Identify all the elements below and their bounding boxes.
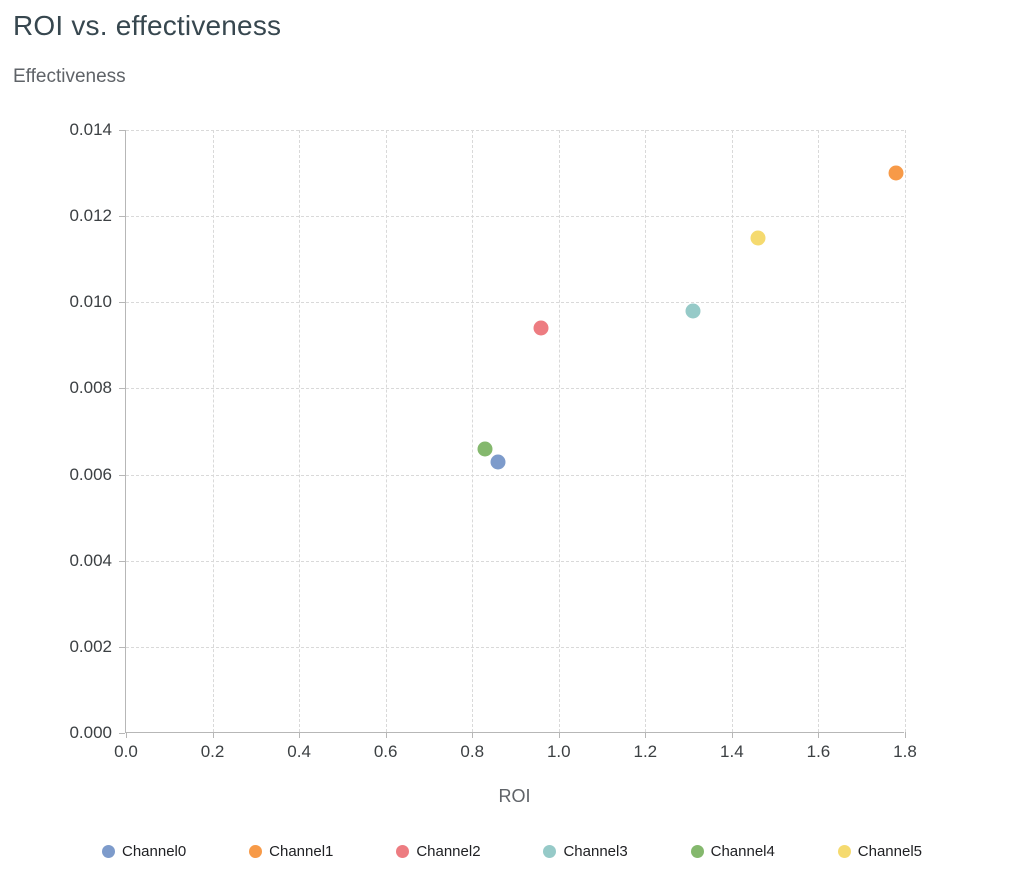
- y-tick-label: 0.014: [69, 120, 112, 139]
- y-axis-title: Effectiveness: [13, 66, 126, 87]
- x-tick-mark: [558, 732, 560, 738]
- x-tick-mark: [905, 732, 906, 738]
- y-tick-label: 0.012: [69, 206, 112, 226]
- x-axis-title: ROI: [498, 786, 531, 806]
- data-point-channel1[interactable]: [888, 165, 904, 181]
- x-tick-mark: [645, 732, 647, 738]
- x-tick-mark: [731, 732, 733, 738]
- legend-item-channel5[interactable]: Channel5: [837, 843, 922, 860]
- legend-label: Channel1: [269, 843, 334, 860]
- legend: Channel0 Channel1 Channel2 Channel3 Channel4…: [0, 843, 1024, 860]
- y-tick-label: 0.000: [69, 723, 112, 742]
- x-tick-mark: [472, 732, 474, 738]
- legend-label: Channel0: [122, 843, 187, 860]
- x-tick-label: 1.2: [633, 742, 658, 761]
- x-gridline: [472, 130, 474, 732]
- x-gridline: [299, 130, 301, 732]
- y-tick-mark: [119, 130, 125, 131]
- data-point-channel3[interactable]: [685, 303, 701, 319]
- x-gridline: [385, 130, 387, 732]
- x-tick-label: 0.0: [114, 742, 138, 761]
- legend-label: Channel4: [710, 843, 775, 860]
- legend-swatch-channel0: [102, 845, 115, 858]
- legend-label: Channel5: [857, 843, 922, 860]
- y-gridline: [126, 130, 904, 131]
- x-tick-label: 1.8: [893, 742, 917, 761]
- legend-swatch-channel5: [837, 845, 851, 858]
- x-tick-mark: [299, 732, 301, 738]
- legend-item-channel0[interactable]: Channel0: [102, 843, 186, 860]
- y-gridline: [126, 560, 904, 562]
- legend-label: Channel2: [416, 843, 481, 860]
- x-gridline: [645, 130, 647, 732]
- y-tick-label: 0.006: [69, 464, 112, 484]
- y-tick-mark: [119, 388, 125, 390]
- legend-item-channel4[interactable]: Channel4: [690, 843, 775, 860]
- x-tick-mark: [126, 732, 127, 738]
- data-point-channel4[interactable]: [477, 441, 493, 457]
- y-tick-label: 0.002: [69, 636, 112, 656]
- y-gridline: [126, 388, 904, 390]
- legend-item-channel3[interactable]: Channel3: [543, 843, 628, 860]
- x-tick-label: 1.4: [720, 742, 744, 761]
- x-tick-mark: [385, 732, 387, 738]
- x-tick-label: 1.0: [546, 742, 571, 761]
- data-point-channel0[interactable]: [490, 454, 506, 470]
- y-tick-mark: [119, 474, 125, 476]
- y-gridline: [126, 302, 904, 304]
- x-gridline: [212, 130, 214, 732]
- y-tick-mark: [119, 216, 125, 218]
- y-gridline: [126, 474, 904, 476]
- legend-item-channel1[interactable]: Channel1: [249, 843, 333, 860]
- x-tick-mark: [818, 732, 820, 738]
- plot-area: 0.0 0.2 0.4 0.6 0.8 1.0 1.2 1.4 1.6 1.8 0.000 0.002…: [69, 120, 916, 761]
- data-point-channel5[interactable]: [750, 230, 766, 246]
- y-tick-mark: [119, 560, 125, 562]
- legend-swatch-channel4: [690, 845, 704, 858]
- legend-swatch-channel3: [543, 845, 557, 858]
- x-gridline: [558, 130, 560, 732]
- x-gridline: [818, 130, 820, 732]
- x-tick-label: 0.4: [287, 742, 311, 761]
- legend-swatch-channel2: [396, 845, 410, 858]
- legend-swatch-channel1: [249, 845, 263, 858]
- x-gridline: [731, 130, 733, 732]
- x-tick-label: 0.6: [373, 742, 398, 761]
- x-tick-label: 0.2: [200, 742, 225, 761]
- legend-label: Channel3: [563, 843, 628, 860]
- y-gridline: [126, 216, 904, 218]
- y-tick-label: 0.010: [69, 292, 112, 312]
- y-tick-label: 0.008: [69, 378, 112, 398]
- x-tick-label: 1.6: [806, 742, 831, 761]
- y-tick-label: 0.004: [69, 550, 112, 570]
- x-tick-mark: [212, 732, 214, 738]
- x-gridline: [905, 130, 906, 732]
- y-gridline: [126, 646, 904, 648]
- y-tick-mark: [119, 302, 125, 304]
- y-tick-mark: [119, 646, 125, 648]
- y-tick-mark: [119, 733, 125, 734]
- x-tick-label: 0.8: [460, 742, 485, 761]
- chart-title: ROI vs. effectiveness: [13, 10, 282, 41]
- data-point-channel2[interactable]: [533, 320, 549, 336]
- legend-item-channel2[interactable]: Channel2: [396, 843, 481, 860]
